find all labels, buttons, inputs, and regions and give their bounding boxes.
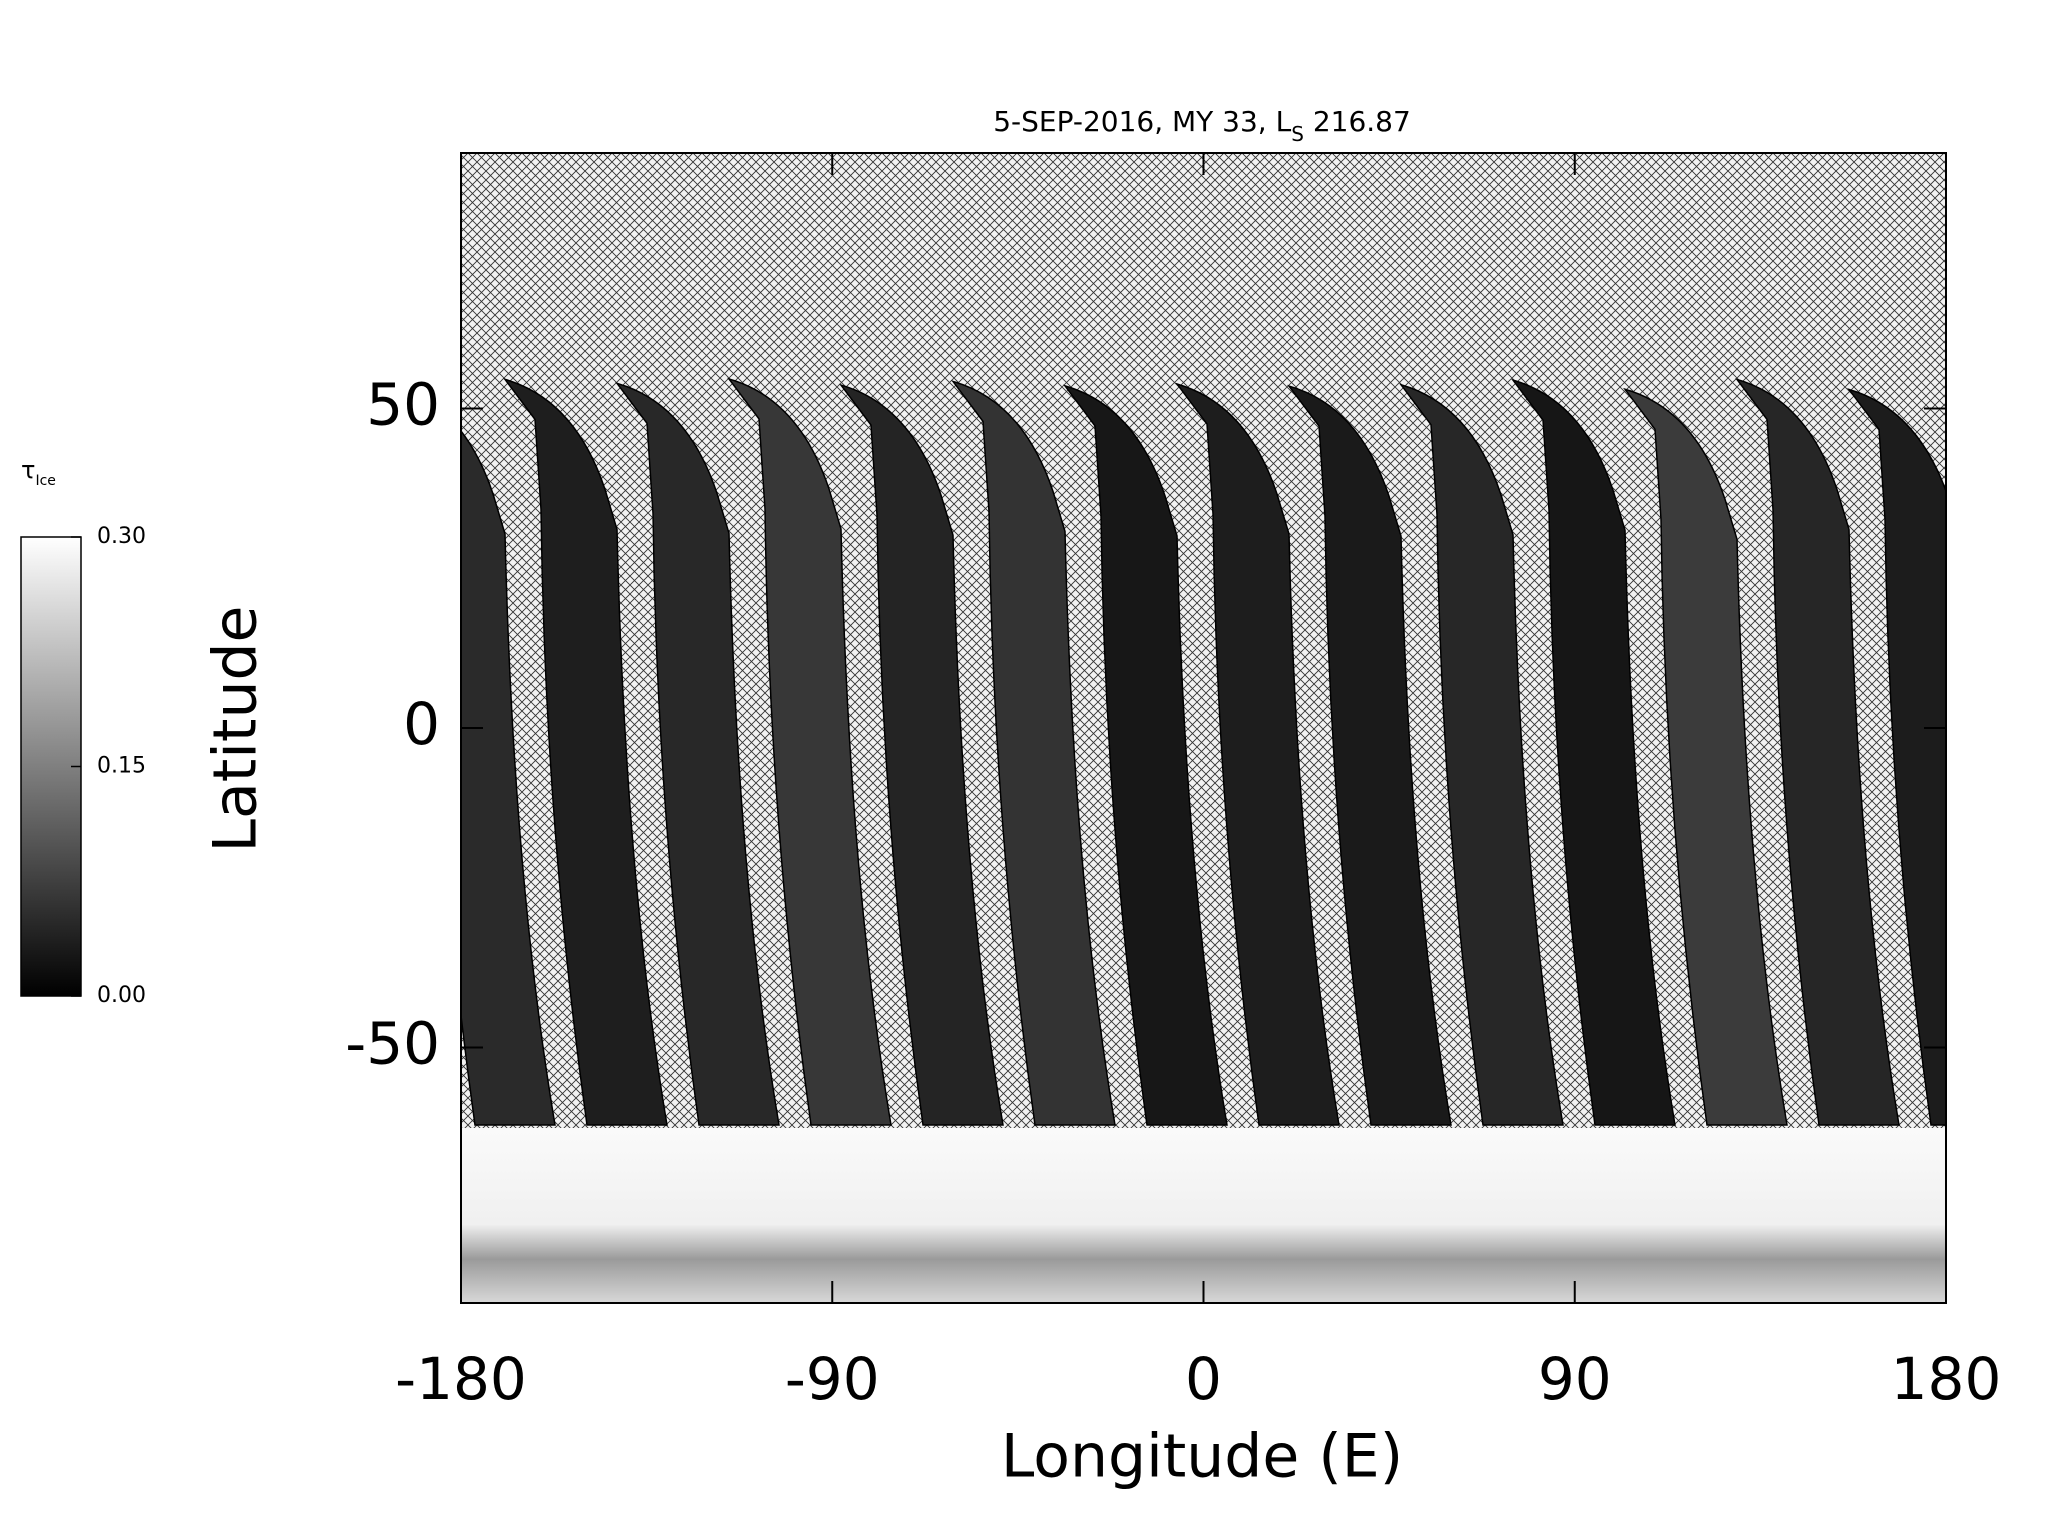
title-value: 216.87 bbox=[1304, 105, 1411, 138]
chart-title: 5-SEP-2016, MY 33, LS 216.87 bbox=[993, 105, 1411, 146]
colorbar-tick-label: 0.15 bbox=[97, 754, 146, 779]
observation-swath bbox=[1847, 388, 1946, 1126]
y-tick-label: 0 bbox=[403, 690, 440, 758]
observation-swath bbox=[1623, 387, 1788, 1126]
x-tick-label: -90 bbox=[785, 1345, 880, 1413]
x-axis-label: Longitude (E) bbox=[1001, 1422, 1403, 1492]
x-tick-label: 90 bbox=[1538, 1345, 1612, 1413]
map-image bbox=[461, 153, 2048, 1303]
observation-swath bbox=[1175, 382, 1340, 1126]
title-text: 5-SEP-2016, MY 33, L bbox=[993, 105, 1291, 138]
y-axis-label: Latitude bbox=[201, 606, 271, 853]
title-subscript: S bbox=[1291, 122, 1304, 146]
x-tick-label: 180 bbox=[1891, 1345, 2002, 1413]
observation-swath bbox=[727, 377, 892, 1126]
y-tick-label: -50 bbox=[345, 1010, 440, 1078]
observation-swath bbox=[1511, 378, 1676, 1126]
colorbar-tick-label: 0.30 bbox=[97, 524, 146, 549]
observation-swath bbox=[1735, 378, 1900, 1126]
observation-swath bbox=[461, 429, 556, 1126]
observation-swath bbox=[503, 378, 668, 1126]
colorbar-tick-label: 0.00 bbox=[97, 983, 146, 1008]
observation-swath bbox=[839, 383, 1004, 1126]
polar-ice-band bbox=[461, 1128, 1946, 1303]
x-tick-label: -180 bbox=[395, 1345, 527, 1413]
y-tick-label: 50 bbox=[366, 371, 440, 439]
colorbar-label: τIce bbox=[21, 456, 56, 489]
observation-swath bbox=[615, 381, 780, 1126]
observation-swath bbox=[1063, 384, 1228, 1126]
observation-swath bbox=[1961, 383, 2048, 1125]
colorbar-subscript: Ice bbox=[35, 473, 55, 489]
colorbar-symbol: τ bbox=[21, 456, 35, 484]
x-tick-label: 0 bbox=[1185, 1345, 1222, 1413]
observation-swath bbox=[1287, 384, 1452, 1126]
observation-swath bbox=[951, 380, 1116, 1126]
observation-swath bbox=[1399, 383, 1564, 1126]
